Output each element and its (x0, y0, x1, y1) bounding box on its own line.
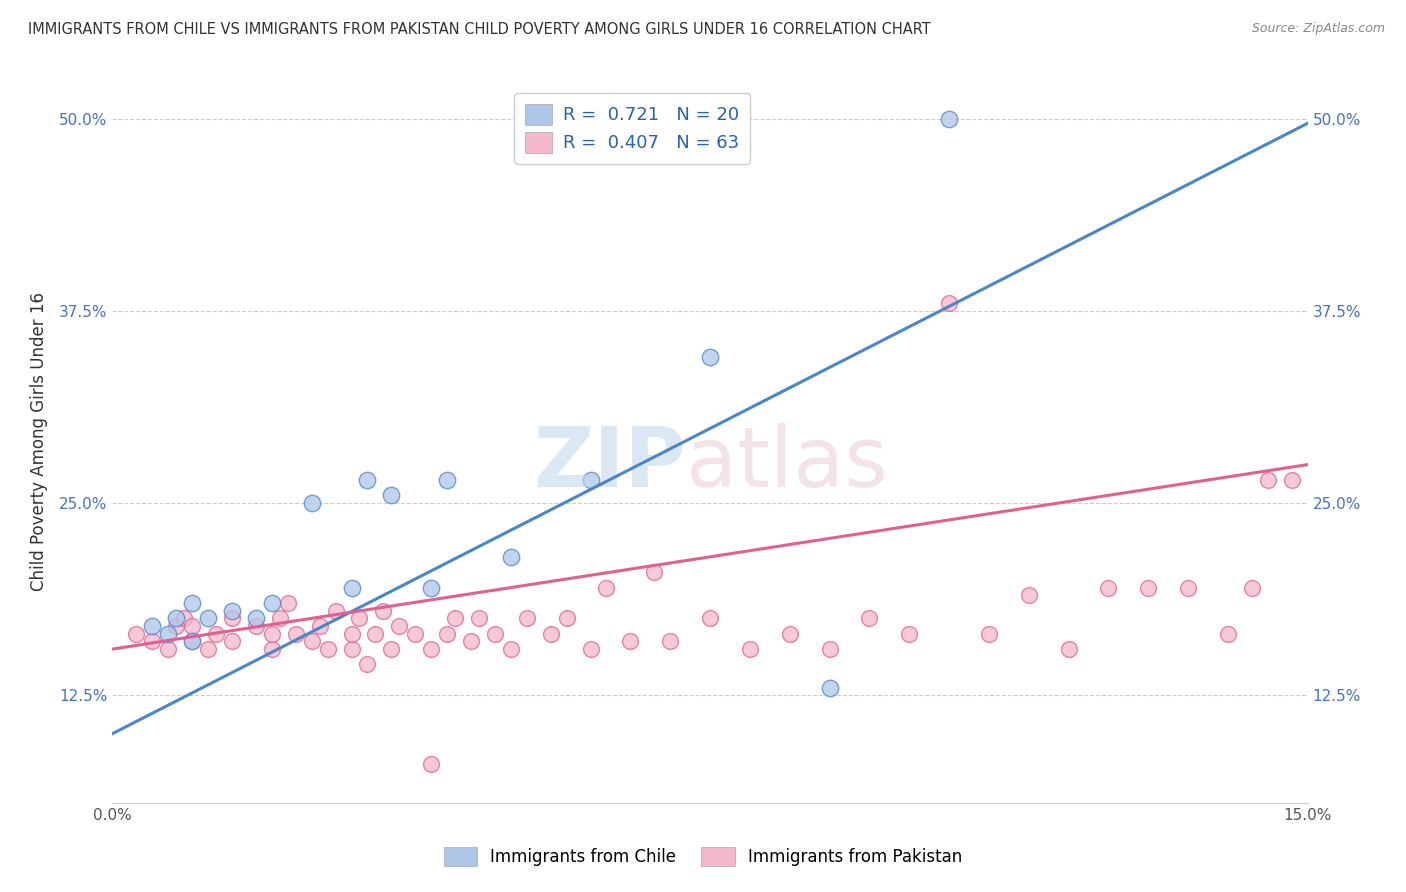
Point (221, 611, 243, 625)
Point (555, 611, 578, 625)
Point (197, 642, 219, 657)
Point (499, 642, 522, 657)
Point (308, 619, 330, 633)
Point (301, 634, 323, 648)
Point (938, 112, 960, 126)
Point (818, 681, 841, 695)
Point (659, 634, 682, 648)
Point (316, 642, 339, 657)
Point (1137, 581, 1160, 595)
Point (643, 565, 665, 579)
Point (380, 488, 402, 502)
Point (404, 626, 426, 640)
Point (699, 350, 721, 364)
Point (181, 619, 204, 633)
Point (173, 611, 195, 625)
Point (818, 642, 841, 657)
Point (340, 626, 363, 640)
Point (141, 634, 163, 648)
Point (499, 549, 522, 564)
Text: IMMIGRANTS FROM CHILE VS IMMIGRANTS FROM PAKISTAN CHILD POVERTY AMONG GIRLS UNDE: IMMIGRANTS FROM CHILE VS IMMIGRANTS FROM… (28, 22, 931, 37)
Point (205, 626, 228, 640)
Point (325, 604, 347, 618)
Point (181, 634, 204, 648)
Text: Source: ZipAtlas.com: Source: ZipAtlas.com (1251, 22, 1385, 36)
Point (349, 611, 371, 625)
Point (157, 626, 180, 640)
Point (420, 757, 443, 772)
Point (157, 642, 180, 657)
Point (260, 596, 283, 610)
Point (340, 581, 363, 595)
Point (388, 619, 411, 633)
Point (245, 611, 267, 625)
Point (340, 642, 363, 657)
Point (277, 596, 299, 610)
Point (356, 657, 378, 672)
Legend: Immigrants from Chile, Immigrants from Pakistan: Immigrants from Chile, Immigrants from P… (436, 838, 970, 875)
Point (364, 626, 387, 640)
Point (165, 611, 187, 625)
Point (468, 611, 491, 625)
Point (1257, 473, 1279, 487)
Point (898, 626, 921, 640)
Point (1177, 581, 1199, 595)
Point (181, 634, 204, 648)
Point (1057, 642, 1080, 657)
Point (260, 642, 283, 657)
Legend: R =  0.721   N = 20, R =  0.407   N = 63: R = 0.721 N = 20, R = 0.407 N = 63 (515, 93, 751, 163)
Point (165, 619, 187, 633)
Point (420, 581, 443, 595)
Point (595, 581, 617, 595)
Point (1018, 588, 1040, 602)
Point (436, 626, 458, 640)
Point (460, 634, 482, 648)
Point (1281, 473, 1303, 487)
Point (1216, 626, 1239, 640)
Point (699, 611, 721, 625)
Point (301, 496, 323, 510)
Point (269, 611, 291, 625)
Point (125, 626, 148, 640)
Text: ZIP: ZIP (534, 423, 686, 504)
Point (356, 473, 378, 487)
Point (420, 642, 443, 657)
Point (516, 611, 538, 625)
Point (141, 619, 163, 633)
Point (373, 604, 395, 618)
Point (245, 619, 267, 633)
Point (284, 626, 307, 640)
Y-axis label: Child Poverty Among Girls Under 16: Child Poverty Among Girls Under 16 (30, 292, 48, 591)
Point (1097, 581, 1119, 595)
Point (779, 626, 801, 640)
Point (579, 642, 602, 657)
Point (197, 611, 219, 625)
Point (858, 611, 880, 625)
Text: atlas: atlas (686, 423, 887, 504)
Point (738, 642, 761, 657)
Point (444, 611, 467, 625)
Point (380, 642, 402, 657)
Point (221, 604, 243, 618)
Point (181, 596, 204, 610)
Point (436, 473, 458, 487)
Point (221, 634, 243, 648)
Point (260, 626, 283, 640)
Point (977, 626, 1000, 640)
Point (484, 626, 506, 640)
Point (579, 473, 602, 487)
Point (938, 296, 960, 310)
Point (540, 626, 562, 640)
Point (1240, 581, 1263, 595)
Point (619, 634, 641, 648)
